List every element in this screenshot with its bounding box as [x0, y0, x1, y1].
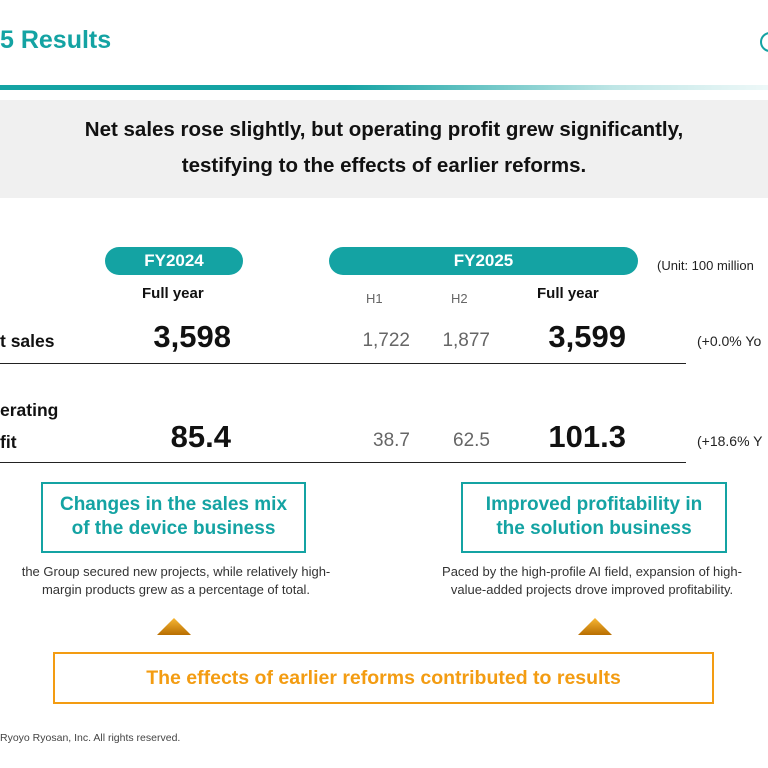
operating-profit-fy2025: 101.3 — [548, 419, 626, 454]
net-sales-yoy: (+0.0% Yo — [697, 333, 762, 349]
headline-banner: Net sales rose slightly, but operating p… — [0, 100, 768, 198]
h1-header: H1 — [366, 291, 383, 306]
net-sales-label: t sales — [0, 331, 55, 351]
driver-box-solution-business: Improved profitability in the solution b… — [461, 482, 727, 553]
copyright-text: Ryoyo Ryosan, Inc. All rights reserved. — [0, 732, 181, 744]
net-sales-fy2024: 3,598 — [153, 319, 231, 354]
driver-desc-line: margin products grew as a percentage of … — [41, 582, 311, 597]
driver-title-line: of the device business — [71, 518, 276, 539]
title-divider — [0, 85, 768, 90]
operating-profit-fy2024: 85.4 — [170, 419, 231, 454]
driver-desc-line: the Group secured new projects, while re… — [21, 564, 331, 579]
driver-description-device: the Group secured new projects, while re… — [0, 563, 352, 599]
fy2024-pill: FY2024 — [105, 247, 243, 275]
h2-header: H2 — [451, 291, 468, 306]
operating-profit-label-line-1: erating — [0, 400, 59, 420]
row-divider — [0, 363, 686, 364]
fy2025-pill: FY2025 — [329, 247, 638, 275]
operating-profit-h1: 38.7 — [373, 430, 410, 451]
unit-note: (Unit: 100 million — [657, 258, 754, 273]
fy2024-full-year-header: Full year — [142, 285, 204, 302]
slide-title: 5 Results — [0, 26, 112, 54]
logo-icon — [760, 32, 768, 52]
net-sales-h2: 1,877 — [442, 330, 490, 351]
driver-description-solution: Paced by the high-profile AI field, expa… — [416, 563, 768, 599]
operating-profit-yoy: (+18.6% Y — [697, 433, 763, 449]
operating-profit-h2: 62.5 — [453, 430, 490, 451]
fy2025-full-year-header: Full year — [537, 285, 599, 302]
headline-line-1: Net sales rose slightly, but operating p… — [84, 118, 684, 141]
driver-desc-line: value-added projects drove improved prof… — [450, 582, 734, 597]
conclusion-box: The effects of earlier reforms contribut… — [53, 652, 714, 704]
driver-box-device-business: Changes in the sales mix of the device b… — [41, 482, 306, 553]
triangle-up-icon — [157, 618, 191, 635]
driver-title-line: Improved profitability in — [485, 494, 703, 515]
driver-title-line: Changes in the sales mix — [59, 494, 288, 515]
triangle-up-icon — [578, 618, 612, 635]
row-divider — [0, 462, 686, 463]
headline-line-2: testifying to the effects of earlier ref… — [181, 154, 587, 177]
driver-desc-line: Paced by the high-profile AI field, expa… — [442, 564, 742, 579]
operating-profit-label-line-2: fit — [0, 432, 17, 452]
net-sales-h1: 1,722 — [362, 330, 410, 351]
net-sales-fy2025: 3,599 — [548, 319, 626, 354]
driver-title-line: the solution business — [496, 518, 692, 539]
